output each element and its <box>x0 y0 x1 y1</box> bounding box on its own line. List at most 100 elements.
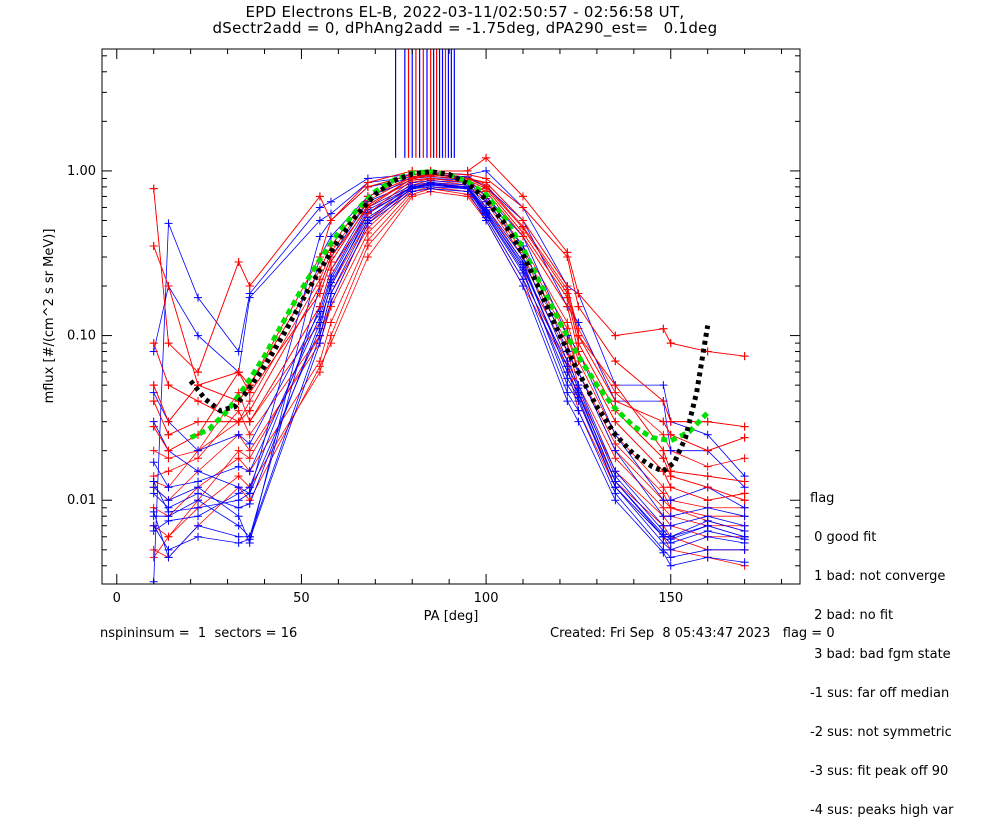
blue-point <box>666 521 675 530</box>
flag-legend: flag 0 good fit 1 bad: not converge 2 ba… <box>810 466 954 830</box>
blue-point <box>563 388 572 397</box>
blue-point <box>164 507 173 516</box>
blue-point <box>194 477 203 486</box>
red-point <box>363 228 372 237</box>
red-profile-line <box>153 188 745 551</box>
blue-point <box>245 439 254 448</box>
blue-point <box>194 489 203 498</box>
blue-point <box>659 512 668 521</box>
y-tick-label: 0.10 <box>67 329 96 344</box>
red-profile-line <box>153 179 745 558</box>
blue-point <box>315 339 324 348</box>
blue-point <box>315 216 324 225</box>
red-point <box>611 397 620 406</box>
blue-point <box>611 446 620 455</box>
blue-point <box>234 430 243 439</box>
blue-point <box>666 545 675 554</box>
blue-point <box>194 512 203 521</box>
red-point <box>149 241 158 250</box>
blue-point <box>666 496 675 505</box>
blue-point <box>234 496 243 505</box>
red-point <box>363 182 372 191</box>
red-point <box>611 417 620 426</box>
red-point <box>245 446 254 455</box>
red-point <box>164 282 173 291</box>
red-profile-line <box>153 174 745 452</box>
blue-profile-line <box>153 188 745 567</box>
red-point <box>164 430 173 439</box>
red-point <box>164 467 173 476</box>
blue-point <box>164 219 173 228</box>
red-point <box>574 339 583 348</box>
pitch-angle-chart: 0 50 100 150 0.01 0.10 1.00 PA [deg] mflux [#/… <box>42 48 801 624</box>
blue-point <box>659 530 668 539</box>
red-point <box>611 454 620 463</box>
legend-item: -2 sus: not symmetric <box>810 725 952 740</box>
plot-data-area <box>149 49 749 584</box>
y-axis-label: mflux [#/(cm^2 s sr MeV)] <box>42 229 57 404</box>
x-tick-label: 100 <box>474 591 499 606</box>
black-fit-curve <box>188 169 711 475</box>
red-point <box>666 339 675 348</box>
red-point <box>315 289 324 298</box>
red-point <box>666 472 675 481</box>
red-point <box>703 462 712 471</box>
red-point <box>703 496 712 505</box>
blue-point <box>659 496 668 505</box>
blue-point <box>408 183 417 192</box>
footer-created: Created: Fri Sep 8 05:43:47 2023 flag = … <box>550 626 835 641</box>
blue-point <box>326 197 335 206</box>
x-tick-label: 50 <box>293 591 310 606</box>
blue-point <box>234 538 243 547</box>
red-point <box>659 454 668 463</box>
red-point <box>740 352 749 361</box>
blue-point <box>666 553 675 562</box>
red-point <box>149 446 158 455</box>
red-point <box>659 417 668 426</box>
blue-point <box>574 417 583 426</box>
blue-point <box>611 477 620 486</box>
chart-subtitle: dSectr2add = 0, dPhAng2add = -1.75deg, d… <box>212 19 718 37</box>
blue-point <box>659 381 668 390</box>
red-point <box>611 388 620 397</box>
blue-point <box>194 532 203 541</box>
blue-point <box>740 558 749 567</box>
red-point <box>740 489 749 498</box>
legend-item: -3 sus: fit peak off 90 <box>810 764 949 779</box>
red-point <box>482 184 491 193</box>
blue-point <box>164 516 173 525</box>
red-point <box>326 339 335 348</box>
red-profile-line <box>153 174 745 452</box>
red-point <box>194 368 203 377</box>
blue-point <box>194 331 203 340</box>
blue-point <box>666 561 675 570</box>
red-point <box>315 302 324 311</box>
red-point <box>194 454 203 463</box>
red-point <box>659 489 668 498</box>
blue-profile-line <box>153 183 745 540</box>
red-profile-line <box>153 186 745 538</box>
red-point <box>326 318 335 327</box>
blue-point <box>149 477 158 486</box>
red-point <box>363 209 372 218</box>
red-point <box>659 503 668 512</box>
blue-point <box>315 232 324 241</box>
red-point <box>740 477 749 486</box>
red-point <box>659 324 668 333</box>
red-point <box>666 417 675 426</box>
red-point <box>563 302 572 311</box>
blue-point <box>149 458 158 467</box>
blue-point <box>482 208 491 217</box>
red-point <box>234 406 243 415</box>
legend-item: -1 sus: far off median <box>810 686 950 701</box>
blue-point <box>666 535 675 544</box>
x-tick-label: 0 <box>113 591 121 606</box>
plot-frame <box>101 48 801 585</box>
blue-point <box>194 503 203 512</box>
red-point <box>149 381 158 390</box>
axes: 0 50 100 150 0.01 0.10 1.00 <box>67 49 800 606</box>
blue-point <box>574 390 583 399</box>
blue-point <box>659 548 668 557</box>
red-point <box>611 381 620 390</box>
blue-point <box>326 209 335 218</box>
